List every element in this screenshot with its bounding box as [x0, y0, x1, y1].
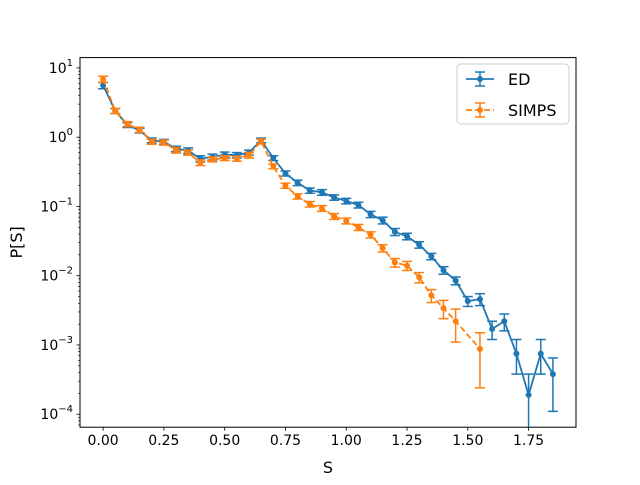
series-simps-point	[440, 305, 447, 312]
series-simps-point	[270, 163, 277, 170]
series-simps-point	[136, 126, 143, 133]
series-simps-point	[476, 345, 483, 352]
series-simps-point	[391, 259, 398, 266]
series-simps-point	[331, 213, 338, 220]
series-simps-point	[160, 139, 167, 146]
series-ed-point	[513, 350, 520, 357]
series-simps-point	[367, 231, 374, 238]
series-simps-point	[148, 138, 155, 145]
x-tick-label: 0.75	[270, 433, 301, 449]
series-simps-point	[379, 245, 386, 252]
series-simps-point	[245, 152, 252, 159]
legend-entry-ed: ED	[466, 70, 530, 89]
series-ed-point	[525, 391, 532, 398]
series-ed-point	[282, 170, 289, 177]
series-ed-point	[452, 277, 459, 284]
y-tick-label: 10−4	[40, 404, 73, 423]
series-ed-point	[367, 211, 374, 218]
series-ed-point	[391, 228, 398, 235]
series-simps-point	[100, 76, 107, 83]
series-simps-point	[355, 224, 362, 231]
axes: 0.00 0.25 0.50 0.75 1.00 1.25 1.50 1.75 10−4 10−3…	[40, 58, 544, 449]
series-ed-point	[537, 350, 544, 357]
series-simps-point	[233, 155, 240, 162]
x-tick-label: 1.50	[452, 433, 483, 449]
plot-area	[98, 75, 558, 428]
series-simps-point	[112, 107, 119, 114]
x-axis-label: S	[323, 458, 333, 477]
series-ed-point	[501, 318, 508, 325]
series-simps	[98, 75, 485, 389]
y-tick-label: 10−3	[40, 335, 73, 354]
legend: ED SIMPS	[456, 63, 570, 125]
series-ed-point	[294, 179, 301, 186]
y-tick-label: 10−1	[40, 196, 73, 215]
series-simps-point	[221, 155, 228, 162]
legend-ed-label: ED	[508, 70, 530, 89]
series-simps-point	[294, 193, 301, 200]
x-tick-label: 0.25	[148, 433, 179, 449]
series-ed-point	[355, 201, 362, 208]
y-tick-label: 101	[49, 58, 73, 77]
series-simps-point	[282, 182, 289, 189]
series-ed-point	[343, 197, 350, 204]
series-ed-point	[270, 155, 277, 162]
series-ed-point	[331, 194, 338, 201]
legend-entry-simps: SIMPS	[466, 101, 556, 120]
x-tick-label: 1.00	[331, 433, 362, 449]
x-tick-label: 1.75	[513, 433, 544, 449]
series-ed-point	[416, 241, 423, 248]
series-simps-point	[318, 205, 325, 212]
series-simps-point	[343, 217, 350, 224]
series-simps-point	[428, 292, 435, 299]
series-ed-point	[318, 189, 325, 196]
series-simps-point	[173, 147, 180, 154]
legend-simps-label: SIMPS	[508, 101, 556, 120]
series-ed-point	[440, 267, 447, 274]
series-simps-point	[185, 149, 192, 156]
series-simps-point	[197, 159, 204, 166]
legend-simps-marker	[477, 107, 483, 113]
series-ed-point	[489, 326, 496, 333]
x-tick-label: 0.00	[88, 433, 119, 449]
series-simps-point	[416, 274, 423, 281]
y-tick-label: 10−2	[40, 266, 73, 285]
series-ed-point	[379, 217, 386, 224]
series-simps-point	[404, 262, 411, 269]
series-simps-point	[306, 201, 313, 208]
x-tick-label: 0.50	[209, 433, 240, 449]
series-ed-point	[404, 233, 411, 240]
y-axis-label: P[S]	[7, 226, 26, 258]
y-tick-label: 100	[49, 127, 73, 146]
legend-ed-marker	[477, 76, 483, 82]
series-ed-point	[476, 296, 483, 303]
series-simps-point	[258, 138, 265, 145]
series-ed-point	[464, 298, 471, 305]
plot-clip-group	[98, 75, 558, 428]
series-ed-point	[306, 187, 313, 194]
series-simps-point	[209, 156, 216, 163]
series-simps-point	[452, 318, 459, 325]
series-ed-point	[428, 253, 435, 260]
series-ed-point	[549, 371, 556, 378]
series-simps-point	[124, 121, 131, 128]
x-tick-label: 1.25	[391, 433, 422, 449]
